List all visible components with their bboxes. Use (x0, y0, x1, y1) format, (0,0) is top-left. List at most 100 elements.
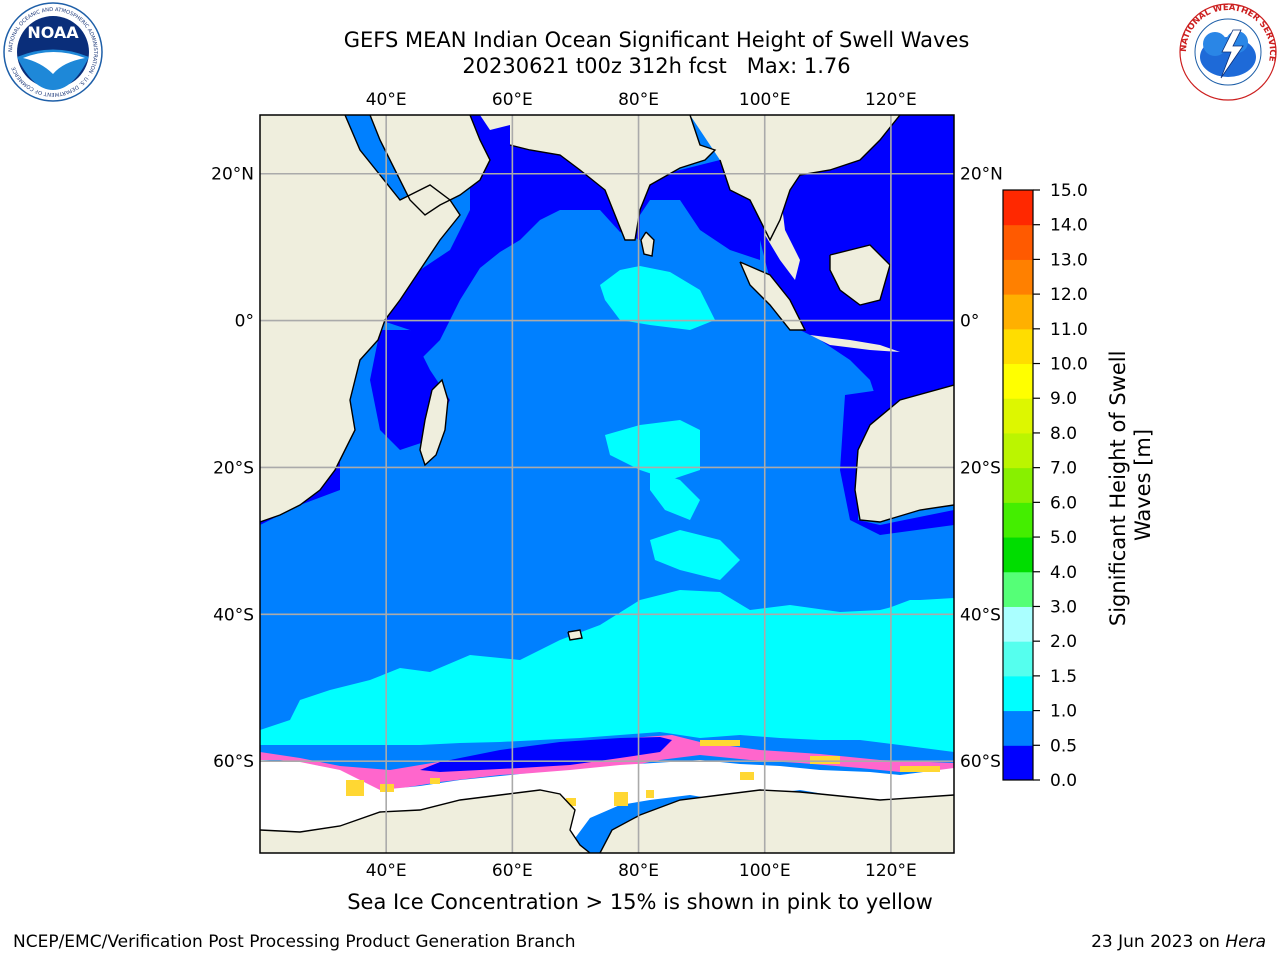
madagascar-coastline (419, 378, 449, 467)
bottom-lon-tick-label: 120°E (865, 861, 917, 881)
colorbar-label-line2: Waves [m] (1131, 429, 1155, 541)
gridlines (260, 115, 954, 853)
colorbar-bin (1003, 259, 1033, 295)
left-lat-tick-label: 20°S (213, 458, 254, 478)
top-lon-tick-label: 100°E (739, 90, 791, 110)
antarctica-land-east (600, 790, 954, 853)
top-lon-tick-label: 120°E (865, 90, 917, 110)
colorbar-tick-label: 2.0 (1050, 632, 1077, 652)
colorbar-tick-label: 7.0 (1050, 459, 1077, 479)
colorbar-bin (1003, 537, 1033, 573)
africa-land (260, 115, 460, 522)
right-lat-tick-label: 40°S (960, 605, 1001, 625)
colorbar-tick-label: 0.0 (1050, 771, 1077, 791)
left-lat-tick-label: 60°S (213, 752, 254, 772)
colorbar-frame (1002, 189, 1034, 781)
nws-logo-cloud-puff-icon (1203, 32, 1227, 56)
sumatra-land (740, 262, 805, 330)
footer-host: Hera (1225, 932, 1266, 952)
landmasses (260, 115, 954, 640)
chart-title: GEFS MEAN Indian Ocean Significant Heigh… (343, 28, 970, 52)
java-land (810, 335, 900, 352)
arabian-peninsula-land (370, 115, 490, 215)
indian-subcontinent-land (510, 115, 715, 240)
bottom-lon-tick-label: 100°E (739, 861, 791, 881)
malay-peninsula-land (760, 190, 800, 280)
colorbar-tick-label: 0.5 (1050, 736, 1077, 756)
colorbar-tick-label: 10.0 (1050, 355, 1088, 375)
colorbar-tick-label: 14.0 (1050, 216, 1088, 236)
borneo-coastline (829, 244, 891, 306)
colorbar-bin (1003, 606, 1033, 642)
sea-ice-patch (700, 740, 740, 746)
nws-logo-lightning-icon (1220, 29, 1244, 79)
southeast-asia-coastline (719, 115, 901, 242)
colorbar-tick-label: 1.0 (1050, 702, 1077, 722)
sri-lanka-land (641, 232, 654, 256)
colorbar-bin (1003, 745, 1033, 781)
iran-land (480, 115, 510, 130)
right-lat-tick-label: 20°N (960, 165, 1003, 185)
colorbar-bin (1003, 467, 1033, 503)
arabia-coastline (369, 115, 491, 216)
colorbar: 0.0 0.5 1.0 1.5 2.0 3.0 4.0 5.0 6.0 7.0 8.0 9.0 10.0… (1002, 181, 1155, 791)
national-weather-service-logo: NATIONAL WEATHER SERVICE (1179, 3, 1277, 101)
colorbar-tick-label: 12.0 (1050, 285, 1088, 305)
sea-ice-patch (380, 784, 394, 792)
sea-ice-patch (430, 778, 440, 784)
sea-ice-patch (810, 756, 840, 764)
left-lat-tick-label: 0° (235, 312, 254, 332)
colorbar-bin (1003, 363, 1033, 399)
swell-1-0-to-1-5-m (260, 266, 954, 752)
sea-ice-patch (566, 798, 576, 806)
mid-cyan-patch (650, 470, 700, 520)
axis-tick-labels: 40°E 40°E 60°E 60°E 80°E 80°E 100°E 100°E 120°E 1… (211, 90, 1003, 881)
colorbar-bin (1003, 294, 1033, 330)
kerguelen-coastline (567, 629, 583, 641)
top-lon-tick-label: 80°E (618, 90, 659, 110)
colorbar-tick-label: 13.0 (1050, 250, 1088, 270)
bottom-lon-tick-label: 40°E (366, 861, 407, 881)
colorbar-bin (1003, 710, 1033, 746)
right-lat-tick-label: 60°S (960, 752, 1001, 772)
antarctica-east-coastline (599, 789, 954, 853)
colorbar-ticks: 0.0 0.5 1.0 1.5 2.0 3.0 4.0 5.0 6.0 7.0 8.0 9.0 10.0… (1033, 181, 1088, 791)
australia-land (855, 385, 954, 522)
colorbar-tick-label: 3.0 (1050, 597, 1077, 617)
map-frame (259, 114, 955, 854)
bottom-lon-tick-label: 60°E (492, 861, 533, 881)
madagascar-land (420, 380, 448, 465)
borneo-land (830, 245, 890, 305)
sri-lanka-coastline (640, 231, 655, 257)
colorbar-bin (1003, 675, 1033, 712)
colorbar-bin (1003, 641, 1033, 677)
sumatra-coastline (739, 261, 807, 331)
southern-cyan-east (800, 600, 954, 708)
footer-date-text: 23 Jun 2023 on (1091, 932, 1226, 952)
footer-date: 23 Jun 2023 on Hera (1091, 932, 1266, 952)
india-coastline (509, 115, 717, 241)
arabian-sea-low-swell (380, 115, 640, 360)
colorbar-tick-label: 8.0 (1050, 424, 1077, 444)
australia-coast-low-swell (840, 390, 954, 535)
antarctica-land (260, 790, 590, 853)
noaa-logo: NOAA NATIONAL OCEANIC AND ATMOSPHERIC AD… (3, 2, 103, 102)
australia-coastline (854, 384, 954, 523)
sea-ice-caption: Sea Ice Concentration > 15% is shown in … (347, 890, 933, 914)
colorbar-tick-label: 6.0 (1050, 493, 1077, 513)
colorbar-bins (1003, 190, 1033, 781)
colorbar-bin (1003, 432, 1033, 469)
colorbar-label-line1: Significant Height of Swell (1106, 351, 1130, 627)
colorbar-tick-label: 4.0 (1050, 563, 1077, 583)
left-lat-tick-label: 20°N (211, 165, 254, 185)
colorbar-bin (1003, 224, 1033, 260)
sea-ice-yellow-patches (346, 740, 940, 806)
central-cyan-patch (605, 420, 700, 480)
noaa-logo-wing-icon (23, 52, 85, 74)
southeast-asia-land (690, 115, 900, 240)
right-lat-tick-label: 20°S (960, 458, 1001, 478)
colorbar-tick-label: 15.0 (1050, 181, 1088, 201)
footer-credit: NCEP/EMC/Verification Post Processing Pr… (13, 932, 576, 952)
southern-cyan-swath (260, 590, 954, 752)
